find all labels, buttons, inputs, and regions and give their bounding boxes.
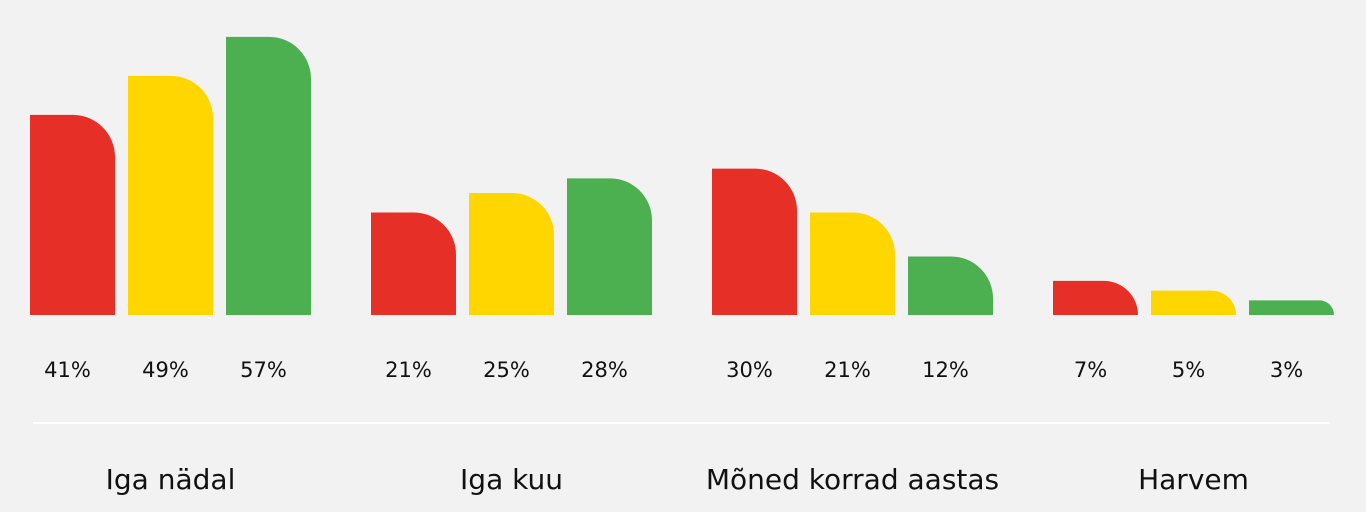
bar: [1151, 290, 1236, 315]
value-label: 30%: [726, 358, 773, 382]
category-label: Mõned korrad aastas: [706, 463, 999, 496]
bar: [469, 193, 554, 315]
bar: [1249, 300, 1334, 315]
value-label: 12%: [922, 358, 969, 382]
category-label: Harvem: [1138, 463, 1249, 496]
value-label: 3%: [1270, 358, 1303, 382]
value-label: 5%: [1172, 358, 1205, 382]
value-label: 25%: [483, 358, 530, 382]
value-label: 41%: [44, 358, 91, 382]
bar: [908, 256, 993, 315]
bar: [1053, 280, 1138, 315]
bar: [30, 114, 115, 315]
category-label: Iga kuu: [460, 463, 563, 496]
value-label: 28%: [581, 358, 628, 382]
bar: [810, 212, 895, 315]
bar: [371, 212, 456, 315]
bar: [226, 36, 311, 316]
value-label: 57%: [240, 358, 287, 382]
value-label: 21%: [385, 358, 432, 382]
value-label: 49%: [142, 358, 189, 382]
category-label: Iga nädal: [106, 463, 236, 496]
value-label: 7%: [1074, 358, 1107, 382]
bar: [567, 178, 652, 315]
bar: [128, 75, 213, 315]
bar: [712, 168, 797, 315]
value-label: 21%: [824, 358, 871, 382]
